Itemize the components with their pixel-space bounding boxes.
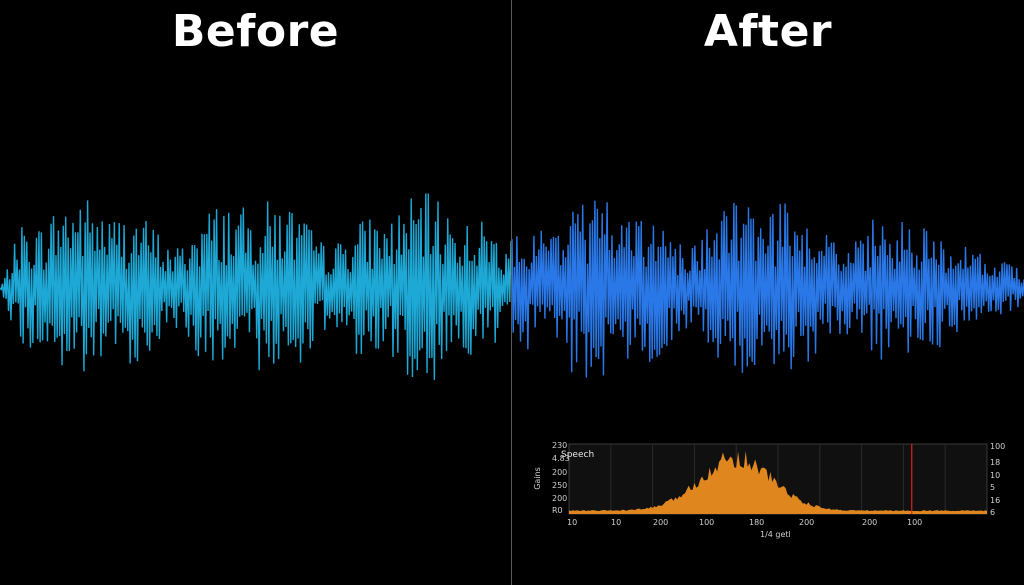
before-title: Before bbox=[171, 6, 340, 57]
right-tick-label: 16 bbox=[990, 496, 1001, 505]
x-axis-label: 1/4 getl bbox=[760, 530, 791, 539]
before-panel: Before bbox=[0, 0, 511, 585]
x-tick-label: 200 bbox=[799, 518, 815, 527]
x-tick-label: 10 bbox=[611, 518, 622, 527]
spectrum-plot bbox=[568, 443, 988, 515]
left-tick-label: R0 bbox=[552, 506, 563, 515]
after-title: After bbox=[703, 6, 833, 57]
after-waveform bbox=[512, 200, 1024, 378]
left-tick-label: 250 bbox=[552, 481, 568, 490]
panel-divider bbox=[511, 0, 512, 585]
right-tick-label: 100 bbox=[990, 442, 1006, 451]
x-tick-label: 200 bbox=[653, 518, 669, 527]
left-tick-label: 230 bbox=[552, 441, 568, 450]
left-tick-label: 4.83 bbox=[552, 454, 570, 463]
left-tick-label: 200 bbox=[552, 468, 568, 477]
spectrum-chart: Speech Gains 230 4.83 200 250 200 R0 100… bbox=[533, 438, 1007, 539]
left-tick-label: 200 bbox=[552, 494, 568, 503]
before-wave-path bbox=[0, 193, 511, 380]
x-tick-label: 100 bbox=[699, 518, 715, 527]
before-waveform bbox=[0, 193, 511, 380]
right-tick-label: 18 bbox=[990, 458, 1001, 467]
spectrum-area bbox=[569, 451, 987, 514]
right-tick-label: 6 bbox=[990, 508, 996, 517]
spectrum-legend: Speech bbox=[561, 450, 595, 460]
after-panel: After bbox=[512, 0, 1024, 585]
after-wave-path bbox=[512, 200, 1024, 378]
x-tick-label: 180 bbox=[749, 518, 765, 527]
x-tick-label: 10 bbox=[567, 518, 578, 527]
x-tick-label: 100 bbox=[907, 518, 923, 527]
right-tick-label: 10 bbox=[990, 471, 1001, 480]
right-tick-label: 5 bbox=[990, 483, 996, 492]
spectrum-y-axis-label: Gains bbox=[532, 467, 542, 490]
x-tick-label: 200 bbox=[862, 518, 878, 527]
